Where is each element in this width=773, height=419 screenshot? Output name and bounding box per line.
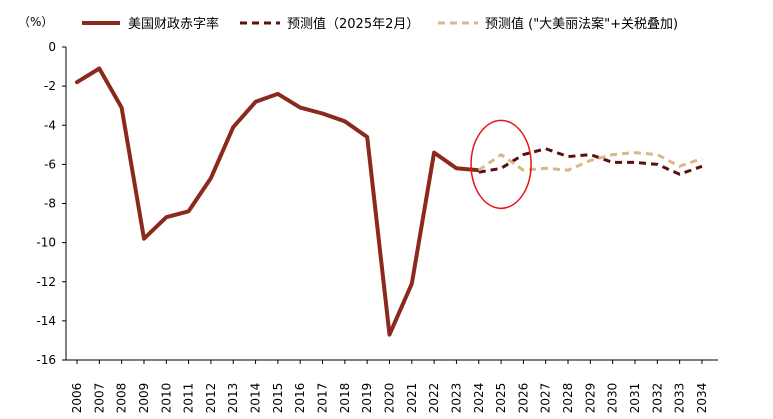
- x-tick-label: 2021: [405, 383, 419, 414]
- y-tick-label: -6: [44, 157, 56, 171]
- series-2: [478, 147, 703, 176]
- series-layer: [75, 66, 703, 337]
- x-tick-label: 2034: [695, 383, 709, 414]
- x-tick-label: 2027: [539, 383, 553, 414]
- x-tick-label: 2030: [606, 383, 620, 414]
- y-tick-label: -14: [36, 314, 56, 328]
- x-tick-label: 2010: [159, 383, 173, 414]
- x-tick-label: 2006: [70, 383, 84, 414]
- y-tick-label: -16: [36, 353, 56, 367]
- legend-label: 预测值 ("大美丽法案"+关税叠加): [485, 16, 678, 32]
- y-tick-label: -10: [36, 236, 56, 250]
- legend: 美国财政赤字率 预测值（2025年2月） 预测值 ("大美丽法案"+关税叠加): [82, 16, 678, 32]
- y-tick-label: -2: [44, 79, 56, 93]
- x-tick-label: 2024: [472, 383, 486, 414]
- series-1: [75, 66, 481, 337]
- series-line: [478, 147, 703, 176]
- y-tick-label: 0: [48, 40, 56, 54]
- y-tick-label: -8: [44, 197, 56, 211]
- y-unit-label: （%）: [18, 15, 53, 29]
- x-tick-label: 2018: [338, 383, 352, 414]
- x-tick-label: 2026: [516, 383, 530, 414]
- x-tick-label: 2007: [92, 383, 106, 414]
- y-tick-label: -4: [44, 118, 56, 132]
- x-tick-label: 2025: [494, 383, 508, 414]
- annotation-layer: [470, 119, 532, 210]
- legend-item-1: 美国财政赤字率: [82, 16, 219, 32]
- series-line: [75, 66, 481, 337]
- x-tick-label: 2016: [293, 383, 307, 414]
- x-tick-label: 2023: [449, 383, 463, 414]
- x-tick-label: 2022: [427, 383, 441, 414]
- x-tick-label: 2017: [316, 383, 330, 414]
- series-line: [477, 151, 703, 172]
- x-tick-label: 2009: [137, 383, 151, 414]
- x-tick-label: 2011: [182, 383, 196, 414]
- x-tick-label: 2012: [204, 383, 218, 414]
- legend-label: 美国财政赤字率: [128, 16, 219, 32]
- x-tick-label: 2031: [628, 383, 642, 414]
- legend-item-2: 预测值（2025年2月）: [240, 16, 419, 32]
- x-tick-label: 2028: [561, 383, 575, 414]
- highlight-ellipse: [470, 119, 532, 210]
- x-tick-label: 2033: [673, 383, 687, 414]
- x-tick-label: 2008: [115, 383, 129, 414]
- x-tick-label: 2029: [583, 383, 597, 414]
- x-tick-label: 2019: [360, 383, 374, 414]
- y-tick-label: -12: [36, 275, 56, 289]
- x-tick-label: 2015: [271, 383, 285, 414]
- x-tick-label: 2032: [650, 383, 664, 414]
- x-tick-label: 2014: [249, 383, 263, 414]
- x-tick-label: 2020: [382, 383, 396, 414]
- legend-label: 预测值（2025年2月）: [287, 16, 419, 32]
- x-tick-label: 2013: [226, 383, 240, 414]
- axes: 0 -2 -4 -6 -8 -10 -12 -14 -16 2006 2007 2008 2009 201…: [36, 40, 718, 413]
- series-3: [477, 151, 703, 172]
- legend-item-3: 预测值 ("大美丽法案"+关税叠加): [438, 16, 678, 32]
